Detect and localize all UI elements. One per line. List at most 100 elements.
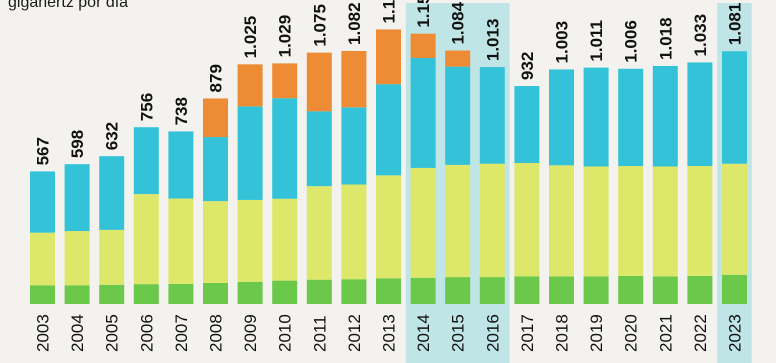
bar-segment-2019-1 xyxy=(583,166,609,277)
bar-segment-2023-0 xyxy=(722,274,747,304)
bar-segment-2016-1 xyxy=(479,163,505,278)
bar-segment-2012-1 xyxy=(341,184,367,280)
value-label-2013: 1.174 xyxy=(380,0,399,23)
bar-segment-2009-0 xyxy=(237,281,263,304)
bar-segment-2006-0 xyxy=(133,284,159,304)
value-label-2019: 1.011 xyxy=(587,20,606,62)
bar-segment-2023-2 xyxy=(722,51,747,164)
bar-segment-2015-0 xyxy=(445,277,471,304)
value-label-2004: 598 xyxy=(68,130,87,158)
year-label-2021: 2021 xyxy=(656,314,675,352)
bar-segment-2008-0 xyxy=(203,282,228,304)
bar-segment-2013-2 xyxy=(376,84,401,176)
bar-segment-2003-0 xyxy=(30,285,55,304)
bar-segment-2021-1 xyxy=(652,166,678,277)
value-label-2010: 1.029 xyxy=(276,15,295,58)
value-label-2008: 879 xyxy=(207,64,226,92)
bar-segment-2011-1 xyxy=(306,186,332,280)
bar-segment-2017-1 xyxy=(514,162,540,277)
bar-segment-2022-1 xyxy=(687,166,713,276)
bar-segment-2005-0 xyxy=(99,284,125,304)
year-label-2010: 2010 xyxy=(276,314,295,352)
value-label-2018: 1.003 xyxy=(553,21,572,64)
bar-segment-2018-0 xyxy=(549,276,574,304)
bar-segment-2015-3 xyxy=(445,50,471,67)
year-label-2003: 2003 xyxy=(34,314,53,352)
bar-segment-2014-1 xyxy=(410,167,436,278)
bar-segment-2019-0 xyxy=(583,276,609,304)
year-label-2004: 2004 xyxy=(68,314,87,352)
bar-segment-2008-2 xyxy=(203,137,228,202)
value-label-2007: 738 xyxy=(172,97,191,125)
year-label-2009: 2009 xyxy=(241,314,260,352)
bar-segment-2015-1 xyxy=(445,164,471,278)
year-label-2006: 2006 xyxy=(137,314,156,352)
year-label-2015: 2015 xyxy=(449,314,468,352)
bar-segment-2005-1 xyxy=(99,229,125,285)
value-label-2011: 1.075 xyxy=(310,4,329,47)
bar-segment-2021-0 xyxy=(652,276,678,304)
bar-segment-2006-2 xyxy=(133,127,159,195)
bar-segment-2016-0 xyxy=(479,277,505,304)
bar-segment-2004-0 xyxy=(64,285,90,304)
bar-segment-2018-2 xyxy=(549,69,574,166)
bar-segment-2020-2 xyxy=(618,68,644,167)
year-label-2005: 2005 xyxy=(103,314,122,352)
year-label-2014: 2014 xyxy=(414,314,433,352)
year-label-2008: 2008 xyxy=(207,314,226,352)
bar-segment-2022-2 xyxy=(687,62,713,167)
chart-subtitle: gigahertz por día xyxy=(8,0,129,11)
year-label-2017: 2017 xyxy=(518,314,537,352)
value-label-2016: 1.013 xyxy=(483,19,502,62)
bar-segment-2013-0 xyxy=(376,278,401,304)
year-label-2020: 2020 xyxy=(622,314,641,352)
bar-segment-2007-1 xyxy=(168,198,194,284)
bar-segment-2012-0 xyxy=(341,279,367,304)
bar-segment-2010-3 xyxy=(272,63,298,99)
bar-segment-2017-0 xyxy=(514,276,540,304)
bar-segment-2019-2 xyxy=(583,67,609,167)
value-label-2005: 632 xyxy=(103,122,122,150)
bar-segment-2006-1 xyxy=(133,194,159,285)
value-label-2014: 1.156 xyxy=(414,0,433,28)
bar-segment-2009-3 xyxy=(237,64,263,107)
bar-segment-2011-3 xyxy=(306,52,332,112)
bar-segment-2007-2 xyxy=(168,131,194,199)
value-label-2020: 1.006 xyxy=(622,20,641,63)
bar-segment-2014-2 xyxy=(410,57,436,168)
bar-segment-2010-1 xyxy=(272,198,298,281)
bar-segment-2015-2 xyxy=(445,66,471,165)
year-label-2013: 2013 xyxy=(380,314,399,352)
value-label-2023: 1.081 xyxy=(726,3,745,46)
bar-segment-2018-1 xyxy=(549,165,574,277)
year-label-2011: 2011 xyxy=(310,315,329,352)
bar-segment-2014-3 xyxy=(410,33,436,58)
bar-segment-2022-0 xyxy=(687,275,713,304)
value-label-2009: 1.025 xyxy=(241,16,260,59)
bar-segment-2005-2 xyxy=(99,156,125,230)
bar-segment-2016-2 xyxy=(479,67,505,164)
value-label-2003: 567 xyxy=(34,137,53,165)
bar-segment-2008-3 xyxy=(203,98,228,138)
bar-segment-2009-1 xyxy=(237,199,263,282)
bar-segment-2023-1 xyxy=(722,163,747,275)
bar-segment-2004-2 xyxy=(64,164,90,232)
year-label-2018: 2018 xyxy=(553,314,572,352)
bar-segment-2003-2 xyxy=(30,171,55,233)
year-label-2022: 2022 xyxy=(691,314,710,352)
value-label-2006: 756 xyxy=(137,93,156,121)
bar-segment-2010-2 xyxy=(272,98,298,199)
value-label-2017: 932 xyxy=(518,52,537,80)
bar-segment-2013-1 xyxy=(376,175,401,279)
bar-segment-2012-2 xyxy=(341,107,367,185)
year-label-2019: 2019 xyxy=(587,314,606,352)
bar-segment-2017-2 xyxy=(514,86,540,163)
bar-segment-2010-0 xyxy=(272,280,298,304)
value-label-2015: 1.084 xyxy=(449,1,468,44)
bar-segment-2004-1 xyxy=(64,231,90,286)
bar-segment-2011-0 xyxy=(306,279,332,304)
bar-segment-2014-0 xyxy=(410,277,436,304)
bar-segment-2012-3 xyxy=(341,50,367,108)
